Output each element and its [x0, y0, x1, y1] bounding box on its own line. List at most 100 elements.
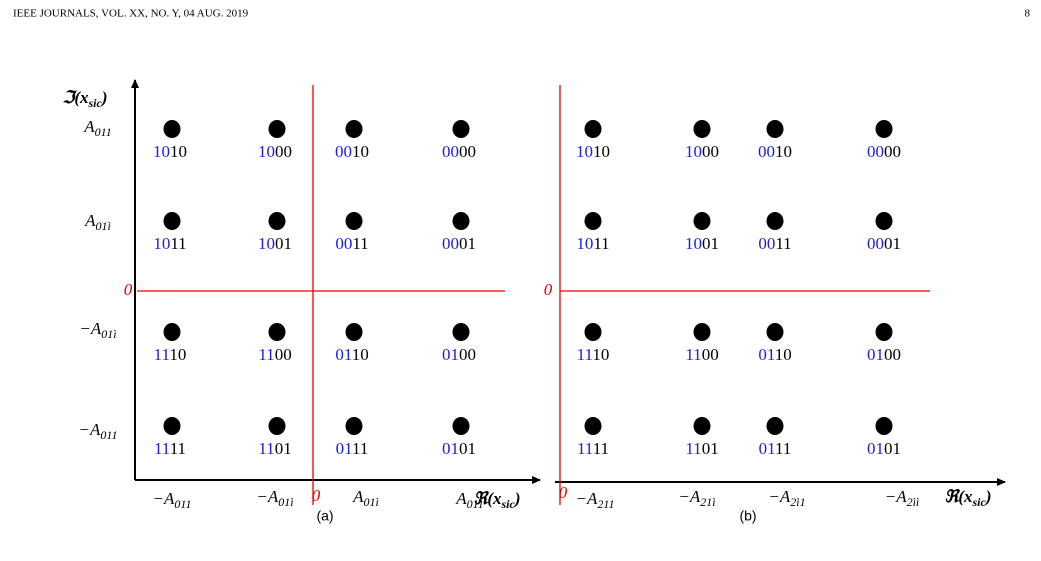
x-tick-label: −A2ìì — [885, 487, 920, 509]
label-black: 10 — [593, 142, 610, 161]
constellation-point — [766, 417, 784, 435]
constellation-point — [693, 417, 711, 435]
label-blue: 10 — [685, 234, 702, 253]
x-tick-label-sub: 01ì — [278, 495, 293, 509]
label-blue: 01 — [335, 345, 352, 364]
constellation-point — [766, 323, 784, 341]
constellation-point — [345, 417, 363, 435]
y-tick-label-sub: 01ì — [101, 327, 116, 341]
label-blue: 10 — [258, 142, 275, 161]
label-black: 00 — [702, 142, 719, 161]
label-blue: 00 — [335, 234, 352, 253]
y-axis-label: ℑ(xsic) — [62, 88, 107, 110]
point-label: 0010 — [335, 142, 369, 161]
constellation-point — [693, 212, 711, 230]
label-black: 01 — [702, 234, 719, 253]
label-blue: 10 — [576, 142, 593, 161]
x-tick-label: −A211 — [576, 489, 615, 511]
label-blue: 01 — [442, 345, 459, 364]
point-label: 1110 — [577, 345, 610, 364]
label-black: 00 — [884, 345, 901, 364]
label-black: 00 — [459, 345, 476, 364]
constellation-point — [268, 212, 286, 230]
label-blue: 01 — [758, 345, 775, 364]
y-tick-label-main: A — [84, 211, 96, 230]
x-axis-label-tail: ) — [513, 489, 521, 508]
constellation-point — [163, 120, 181, 138]
x-tick-label: A01ì — [352, 487, 379, 509]
y-tick-label-main: −A — [79, 319, 101, 338]
label-blue: 01 — [867, 345, 884, 364]
constellation-point — [766, 120, 784, 138]
label-black: 01 — [459, 234, 476, 253]
x-tick-label: 0 — [312, 486, 321, 505]
constellation-point — [693, 323, 711, 341]
label-black: 11 — [593, 234, 609, 253]
label-blue: 10 — [153, 234, 170, 253]
point-label: 1111 — [154, 439, 186, 458]
x-axis-label-main: ℜ(x — [944, 487, 972, 506]
label-black: 11 — [593, 439, 609, 458]
caption: (a) — [316, 508, 333, 524]
label-black: 01 — [884, 439, 901, 458]
constellation-point — [584, 417, 602, 435]
point-label: 1010 — [153, 142, 187, 161]
y-tick-label: A011 — [83, 117, 112, 139]
x-tick-label: −A011 — [153, 489, 192, 511]
label-blue: 00 — [758, 234, 775, 253]
point-label: 0100 — [442, 345, 476, 364]
point-label: 0101 — [442, 439, 476, 458]
y-tick-label-sub: 011 — [100, 428, 117, 442]
constellation-point — [766, 212, 784, 230]
label-blue: 10 — [576, 234, 593, 253]
label-black: 10 — [352, 142, 369, 161]
label-blue: 01 — [336, 439, 353, 458]
y-tick-label-main: 0 — [124, 280, 133, 299]
constellation-point — [268, 323, 286, 341]
x-tick-label-main: A — [352, 487, 364, 506]
x-tick-label-sub: 01ì — [364, 495, 379, 509]
constellation-point — [875, 323, 893, 341]
constellation-point — [345, 323, 363, 341]
y-tick-label-sub: 01ì — [96, 219, 111, 233]
label-blue: 00 — [335, 142, 352, 161]
label-blue: 00 — [442, 142, 459, 161]
label-blue: 00 — [442, 234, 459, 253]
point-label: 0001 — [867, 234, 901, 253]
x-tick-label-main: −A — [678, 487, 700, 506]
y-tick-label: 0 — [124, 280, 133, 299]
x-axis-label-sub: sic — [500, 497, 515, 511]
point-label: 0100 — [867, 345, 901, 364]
label-black: 01 — [702, 439, 719, 458]
label-black: 00 — [275, 142, 292, 161]
label-black: 10 — [775, 142, 792, 161]
point-label: 0000 — [867, 142, 901, 161]
x-tick-label-main: 0 — [312, 486, 321, 505]
label-black: 01 — [459, 439, 476, 458]
constellation-point — [163, 212, 181, 230]
y-tick-label: A01ì — [84, 211, 111, 233]
x-axis-label-main: ℜ(x — [473, 489, 501, 508]
constellation-point — [452, 323, 470, 341]
label-blue: 11 — [258, 345, 274, 364]
point-label: 0110 — [335, 345, 368, 364]
point-label: 1011 — [576, 234, 609, 253]
x-tick-label-sub: 2ì1 — [790, 495, 805, 509]
x-axis-label: ℜ(xsic) — [944, 487, 991, 509]
constellation-point — [693, 120, 711, 138]
constellation-point — [584, 120, 602, 138]
constellation-point — [584, 212, 602, 230]
label-blue: 10 — [258, 234, 275, 253]
point-label: 1001 — [258, 234, 292, 253]
x-axis-label-sub: sic — [971, 495, 986, 509]
x-axis-label-tail: ) — [984, 487, 992, 506]
point-label: 1000 — [258, 142, 292, 161]
y-tick-label: −A01ì — [79, 319, 116, 341]
page-number: 8 — [1025, 8, 1031, 20]
constellation-point — [452, 212, 470, 230]
constellation-point — [875, 417, 893, 435]
label-black: 01 — [275, 439, 292, 458]
y-tick-label-main: 0 — [544, 280, 553, 299]
constellation-point — [452, 120, 470, 138]
